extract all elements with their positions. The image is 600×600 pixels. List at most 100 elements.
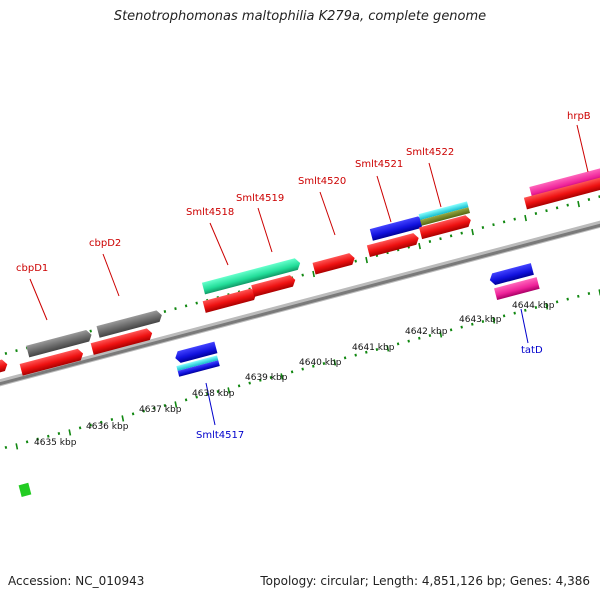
gene-tatD-feature (489, 263, 534, 285)
genome-summary-text: Topology: circular; Length: 4,851,126 bp… (260, 574, 590, 588)
minor-tick (428, 334, 432, 337)
minor-tick (25, 440, 29, 444)
minor-tick (195, 301, 198, 305)
scale-label: 4639 kbp (245, 373, 288, 383)
scale-label: 4636 kbp (86, 422, 129, 432)
minor-tick (195, 395, 198, 399)
minor-tick (502, 314, 506, 318)
major-tick (68, 429, 72, 436)
scale-label: 4643 kbp (459, 315, 502, 325)
minor-tick (460, 325, 463, 329)
gene-label: Smlt4517 (196, 430, 244, 441)
minor-tick (312, 364, 315, 368)
scale-label: 4635 kbp (34, 438, 77, 448)
minor-tick (513, 217, 516, 221)
scale-labels: 4635 kbp 4636 kbp 4637 kbp 4638 kbp 4639 kbp… (34, 301, 555, 448)
major-tick (439, 331, 443, 338)
gene-Smlt4522-feature (418, 201, 471, 226)
major-tick (333, 359, 337, 366)
major-tick (15, 443, 19, 450)
major-tick (227, 387, 231, 394)
minor-tick (78, 426, 82, 430)
gene-Smlt4521-feature (369, 216, 424, 241)
gene-label: Smlt4519 (236, 193, 284, 204)
minor-tick (174, 307, 177, 311)
minor-tick (566, 203, 569, 207)
minor-tick (534, 306, 538, 309)
lower-edge-feature (18, 482, 32, 497)
minor-tick (534, 212, 538, 215)
major-tick (524, 214, 527, 222)
major-tick (365, 256, 368, 264)
gene-label: tatD (521, 345, 543, 356)
minor-tick (566, 297, 569, 301)
minor-tick (36, 437, 39, 441)
minor-tick (354, 259, 357, 263)
major-tick (418, 242, 421, 250)
gene-label: Smlt4520 (298, 176, 346, 187)
minor-tick (47, 434, 50, 438)
minor-tick (449, 328, 453, 332)
gene-Smlt4518-feature (201, 258, 301, 295)
gene-cbpD1-feature (26, 329, 92, 358)
minor-tick (110, 417, 114, 421)
minor-tick (471, 322, 474, 326)
lower-tick-ruler (4, 289, 600, 450)
major-tick (280, 373, 284, 380)
reverse-leaders (205, 308, 529, 426)
scale-label: 4637 kbp (139, 405, 182, 415)
minor-tick (545, 209, 548, 213)
minor-tick (4, 445, 8, 449)
minor-tick (555, 206, 559, 210)
major-tick (545, 303, 549, 310)
gene-label: Smlt4521 (355, 159, 403, 170)
minor-tick (131, 412, 135, 416)
minor-tick (407, 339, 410, 343)
gene-Smlt4517b-feature (176, 355, 220, 377)
minor-tick (513, 311, 516, 315)
minor-tick (290, 370, 294, 374)
gene-hrpB-feature (529, 166, 600, 199)
minor-tick (502, 220, 506, 224)
minor-tick (587, 292, 591, 295)
minor-tick (418, 336, 421, 340)
major-tick (121, 415, 125, 422)
minor-tick (89, 423, 92, 427)
minor-tick (184, 304, 188, 308)
scale-label: 4642 kbp (405, 327, 448, 337)
minor-tick (184, 398, 188, 402)
gene-label: cbpD2 (89, 238, 121, 249)
gene-label: cbpD1 (16, 263, 48, 274)
gene-tatD-b-feature (494, 277, 540, 300)
gene-Smlt4517-feature (175, 341, 218, 363)
minor-tick (492, 223, 495, 227)
cds-row (0, 176, 600, 376)
major-tick (312, 270, 315, 278)
gene-cbpD2-feature (96, 310, 162, 338)
minor-tick (524, 308, 527, 312)
major-tick (174, 401, 178, 408)
major-tick (386, 345, 390, 352)
minor-tick (322, 361, 326, 365)
minor-tick (396, 342, 400, 346)
minor-tick (439, 237, 442, 241)
gene-labels: cbpD1 cbpD2 Smlt4518 Smlt4519 Smlt4520 S… (16, 111, 591, 441)
accession-text: Accession: NC_010943 (8, 574, 145, 588)
minor-tick (449, 234, 453, 238)
minor-tick (365, 350, 368, 354)
minor-tick (555, 300, 559, 304)
minor-tick (206, 392, 209, 396)
minor-tick (15, 349, 18, 353)
scale-label: 4644 kbp (512, 301, 555, 311)
gene-label: hrpB (567, 111, 591, 122)
minor-tick (142, 409, 145, 413)
minor-tick (587, 198, 591, 201)
minor-tick (100, 420, 103, 424)
minor-tick (301, 273, 304, 277)
scale-label: 4640 kbp (299, 358, 342, 368)
scale-label: 4638 kbp (192, 389, 235, 399)
minor-tick (269, 375, 273, 379)
minor-tick (216, 389, 220, 393)
minor-tick (259, 378, 262, 382)
